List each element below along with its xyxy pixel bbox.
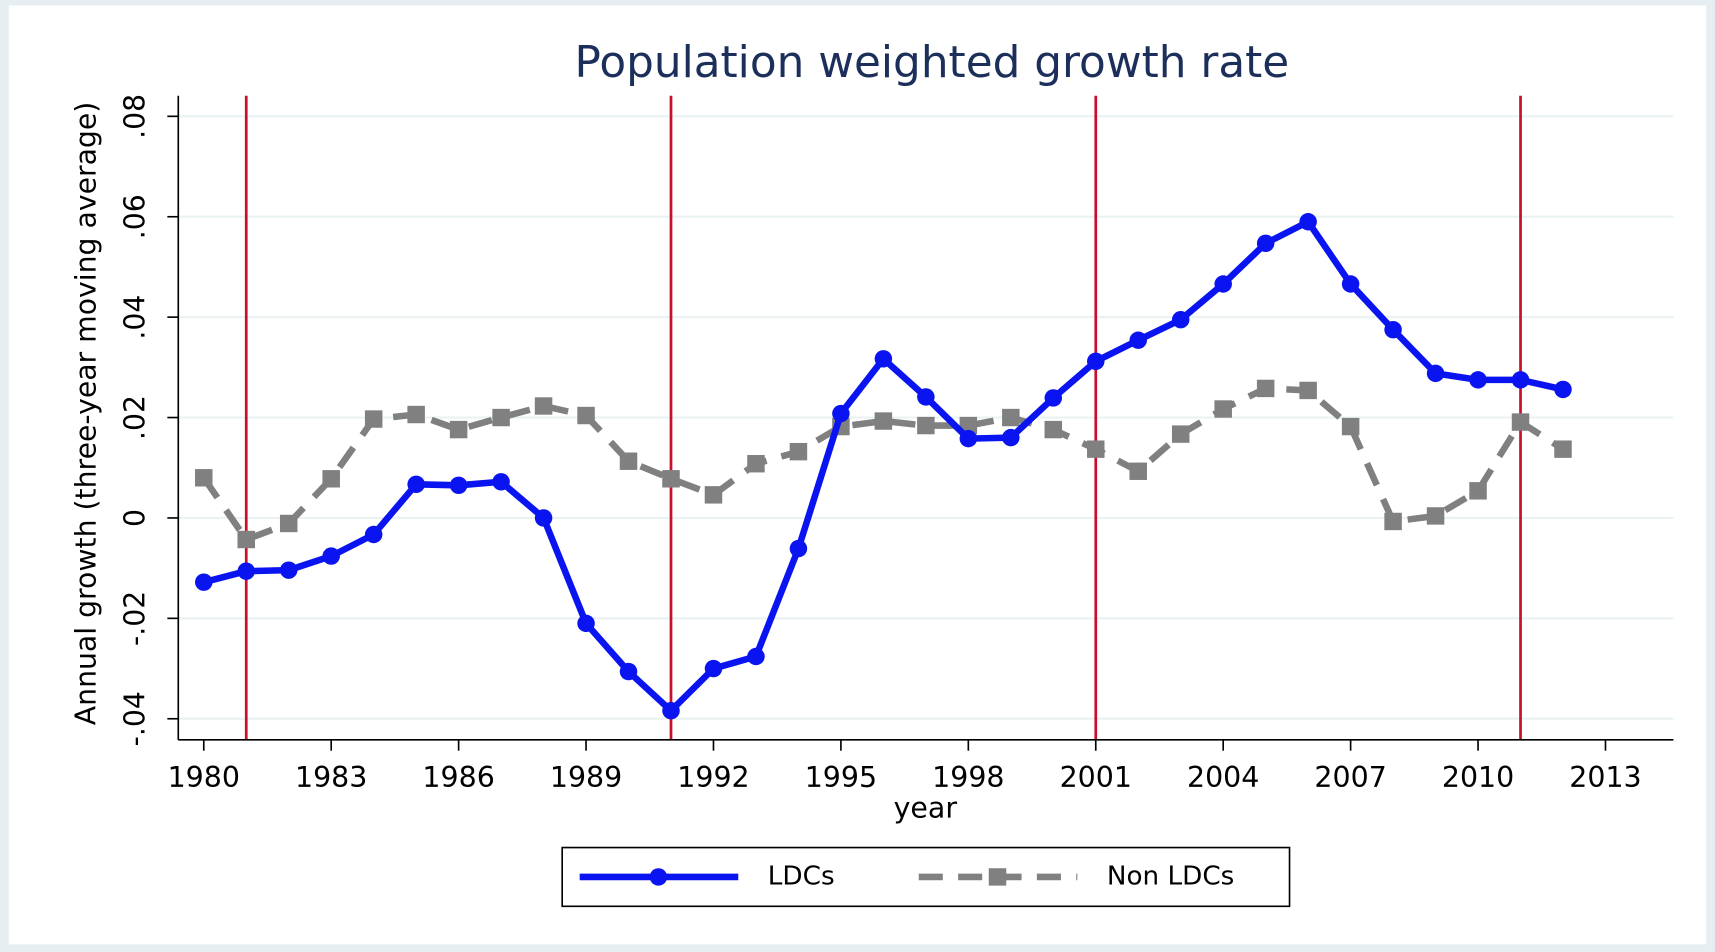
data-point (492, 408, 510, 427)
data-point (619, 452, 638, 470)
data-point (1554, 380, 1572, 399)
x-tick-label: 2001 (1060, 761, 1132, 794)
data-point (1002, 428, 1020, 447)
data-point (492, 473, 510, 491)
data-point (1044, 389, 1063, 407)
data-point (279, 514, 298, 533)
data-point (1256, 234, 1275, 253)
legend-label: LDCs (768, 861, 835, 891)
data-point (1299, 381, 1317, 400)
data-point (959, 429, 978, 448)
x-tick-label: 1980 (168, 761, 240, 794)
legend-label: Non LDCs (1107, 861, 1234, 891)
data-point (237, 562, 255, 580)
data-point (1511, 371, 1530, 389)
x-axis-label: year (894, 792, 958, 825)
data-point (1171, 310, 1190, 329)
data-point (874, 350, 893, 368)
data-point (1341, 275, 1360, 293)
x-tick-label: 1989 (550, 761, 622, 794)
data-point (662, 470, 680, 488)
data-point (874, 412, 893, 430)
data-point (534, 397, 553, 415)
y-tick-label: .08 (119, 94, 152, 139)
data-point (1554, 440, 1572, 458)
y-tick-label: .02 (119, 395, 152, 440)
data-point (619, 662, 638, 681)
x-tick-label: 1995 (805, 761, 877, 794)
y-tick-label: -.02 (119, 591, 152, 646)
data-point (789, 442, 808, 461)
data-point (747, 647, 765, 666)
data-point (195, 469, 213, 487)
series-line (201, 385, 1565, 543)
x-tick-label: 1992 (677, 761, 749, 794)
data-point (1087, 440, 1105, 458)
data-point (1426, 364, 1445, 383)
data-point (747, 455, 765, 473)
data-point (1087, 352, 1105, 371)
y-tick-label: .04 (119, 295, 152, 340)
y-axis-label: Annual growth (three-year moving average… (69, 102, 102, 726)
x-tick-label: 2007 (1314, 761, 1386, 794)
x-tick-label: 1983 (295, 761, 367, 794)
data-point (1469, 371, 1487, 389)
data-point (1129, 331, 1147, 349)
x-tick-label: 2010 (1442, 761, 1514, 794)
data-point (917, 388, 935, 406)
data-point (1171, 425, 1190, 443)
data-point (1511, 413, 1530, 431)
y-tick-label: 0 (119, 509, 152, 527)
data-point (195, 573, 213, 591)
data-point (1214, 275, 1232, 293)
data-point (1426, 507, 1445, 525)
data-point (832, 404, 850, 423)
y-tick-label: .06 (119, 194, 152, 239)
data-point (662, 702, 680, 720)
x-tick-label: 1986 (422, 761, 494, 794)
data-point (704, 659, 723, 678)
x-tick-label: 1998 (932, 761, 1004, 794)
data-point (237, 530, 255, 549)
data-point (917, 416, 935, 435)
data-point (449, 420, 468, 439)
data-point (364, 410, 383, 428)
data-point (1341, 417, 1360, 436)
chart-title: Population weighted growth rate (575, 38, 1290, 88)
data-point (1384, 512, 1402, 531)
data-point (1214, 400, 1232, 418)
data-point (534, 509, 553, 527)
data-point (407, 405, 425, 424)
x-tick-label: 2013 (1569, 761, 1641, 794)
data-point (1129, 462, 1147, 480)
data-point (789, 539, 808, 558)
data-point (1384, 320, 1402, 339)
data-point (1256, 379, 1275, 398)
data-point (1299, 213, 1317, 231)
data-point (1002, 408, 1020, 427)
legend-marker (988, 868, 1007, 886)
data-point (1044, 420, 1063, 439)
data-point (322, 547, 340, 565)
y-tick-label: -.04 (119, 691, 152, 746)
x-tick-label: 2004 (1187, 761, 1259, 794)
data-point (322, 470, 340, 488)
data-point (704, 486, 723, 504)
data-point (279, 561, 298, 579)
data-point (1469, 482, 1487, 500)
data-point (577, 406, 595, 425)
data-point (407, 475, 425, 494)
legend-marker (649, 868, 668, 886)
data-point (449, 476, 468, 495)
data-point (577, 614, 595, 633)
data-point (364, 525, 383, 544)
